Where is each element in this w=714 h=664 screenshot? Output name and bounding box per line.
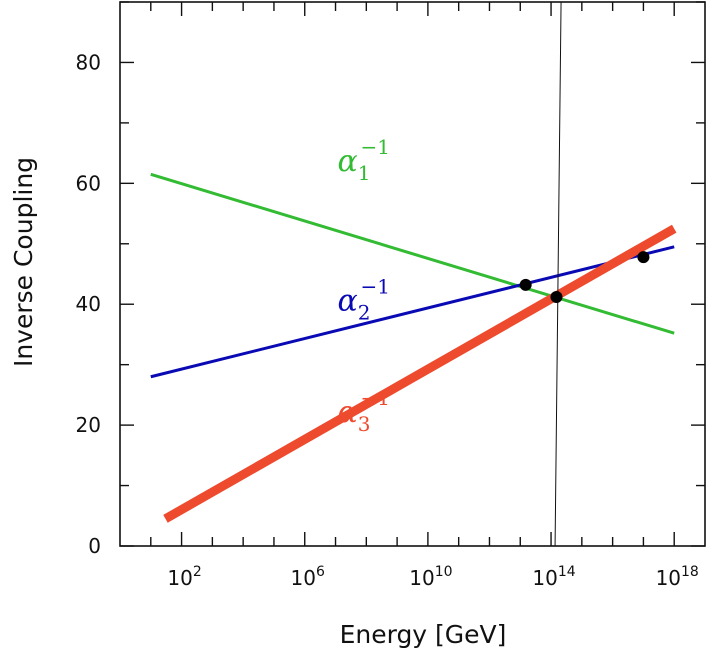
x-axis-title: Energy [GeV] xyxy=(340,620,507,649)
series-label-alpha3: α3−1 xyxy=(338,386,390,436)
x-tick-label: 106 xyxy=(291,564,325,590)
plot-frame xyxy=(120,2,705,546)
intersection-point xyxy=(520,279,532,291)
y-tick-label: 40 xyxy=(76,292,101,316)
tick-labels-layer: 102 106 1010 1014 1018 0 20 40 60 80 xyxy=(76,50,699,590)
series-line-alpha2 xyxy=(151,247,674,377)
series-label-alpha1: α1−1 xyxy=(338,135,390,185)
series-line-alpha1 xyxy=(151,174,674,333)
intersection-point xyxy=(637,251,649,263)
intersection-point xyxy=(550,291,562,303)
y-tick-label: 60 xyxy=(76,171,101,195)
y-tick-label: 0 xyxy=(88,534,101,558)
series-labels-layer: α1−1 α2−1 α3−1 xyxy=(338,135,390,436)
series-line-alpha3 xyxy=(165,229,674,519)
series-layer xyxy=(151,2,674,546)
y-tick-label: 20 xyxy=(76,413,101,437)
y-tick-label: 80 xyxy=(76,50,101,74)
x-tick-label: 1018 xyxy=(656,564,699,590)
ticks-layer xyxy=(120,2,705,546)
series-label-alpha2: α2−1 xyxy=(338,274,390,324)
x-tick-label: 1014 xyxy=(532,564,575,590)
x-tick-label: 1010 xyxy=(409,564,452,590)
x-tick-label: 102 xyxy=(167,564,201,590)
y-axis-title: Inverse Coupling xyxy=(9,157,38,367)
